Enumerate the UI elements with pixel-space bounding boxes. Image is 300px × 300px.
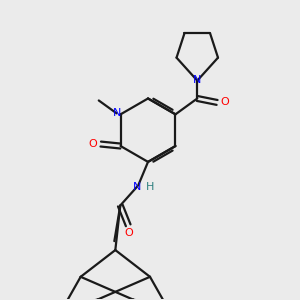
Text: O: O <box>220 98 230 107</box>
Text: N: N <box>193 75 202 85</box>
Text: O: O <box>125 228 134 238</box>
Text: N: N <box>133 182 141 192</box>
Text: O: O <box>88 139 97 149</box>
Text: N: N <box>112 108 121 118</box>
Text: H: H <box>146 182 154 192</box>
